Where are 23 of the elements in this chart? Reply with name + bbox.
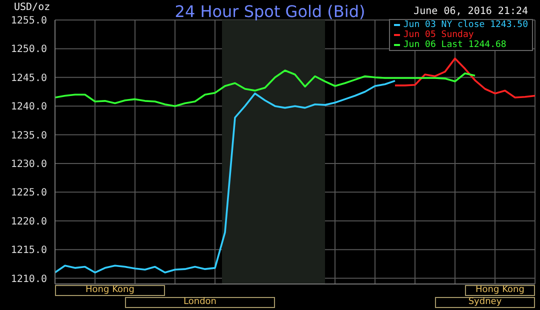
line-series bbox=[394, 58, 535, 98]
legend-label: Jun 03 NY close 1243.50 bbox=[402, 20, 528, 30]
y-tick-label: 1220.0 bbox=[10, 216, 47, 228]
text: Hong Kong bbox=[55, 285, 165, 296]
line-series bbox=[55, 80, 396, 274]
y-tick-label: 1235.0 bbox=[10, 130, 47, 142]
y-tick-label: 1210.0 bbox=[10, 274, 47, 285]
y-tick-label: 1255.0 bbox=[10, 16, 47, 27]
y-tick-label: 1240.0 bbox=[10, 102, 47, 113]
y-axis-title: USD/oz bbox=[14, 2, 50, 13]
y-tick-label: 1225.0 bbox=[10, 188, 47, 199]
y-tick-label: 1245.0 bbox=[10, 72, 47, 84]
chart-subtitle: June 06, 2016 21:24 bbox=[414, 6, 528, 17]
y-tick-label: 1230.0 bbox=[10, 159, 47, 170]
y-tick-label: 1250.0 bbox=[10, 44, 47, 56]
line-series bbox=[55, 70, 476, 107]
chart-title: 24 Hour Spot Gold (Bid) bbox=[174, 2, 366, 21]
text: Hong Kong bbox=[465, 285, 535, 296]
text: London bbox=[125, 297, 275, 308]
legend-label: Jun 05 Sunday bbox=[402, 30, 475, 40]
text: Sydney bbox=[435, 297, 535, 308]
y-tick-label: 1215.0 bbox=[10, 245, 47, 256]
legend-label: Jun 06 Last 1244.68 bbox=[402, 40, 508, 50]
